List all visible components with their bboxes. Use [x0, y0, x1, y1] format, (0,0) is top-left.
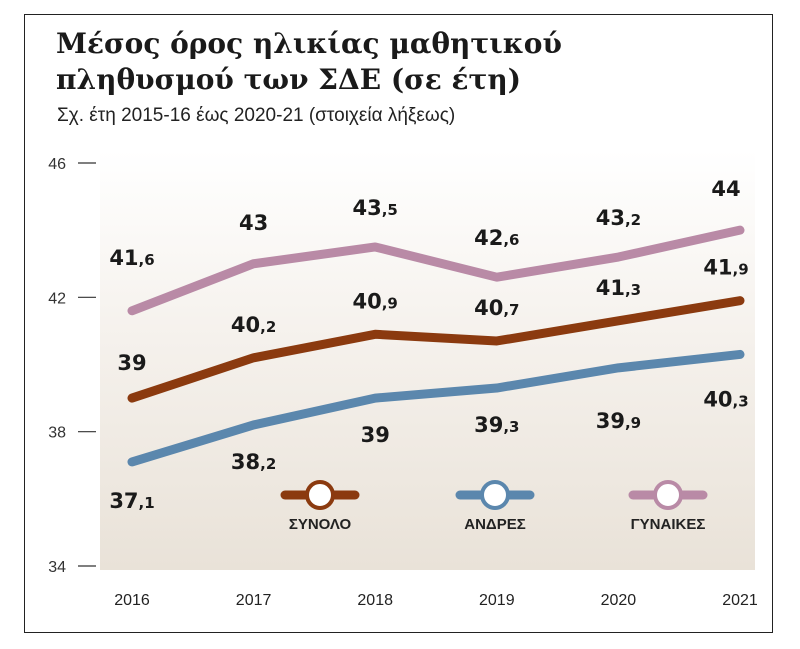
data-label: 38,2 — [231, 450, 276, 474]
data-label: 39 — [117, 351, 146, 375]
data-label: 37,1 — [109, 489, 154, 513]
data-label: 43,2 — [596, 206, 641, 230]
data-label: 43,5 — [353, 196, 398, 220]
legend-label-women: ΓΥΝΑΙΚΕΣ — [631, 516, 706, 533]
legend-marker-total — [305, 480, 335, 510]
x-tick-label: 2016 — [114, 592, 150, 609]
data-label: 39 — [361, 423, 390, 447]
data-label: 42,6 — [474, 226, 519, 250]
x-tick-label: 2019 — [479, 592, 515, 609]
legend-marker-women — [653, 480, 683, 510]
data-label: 43 — [239, 211, 268, 235]
y-axis: 34 38 42 46 — [48, 156, 96, 576]
series-line-women — [127, 225, 745, 316]
data-labels: 39 40,2 40,9 40,7 41,3 41,9 37,1 38,2 39 39,3 39,9… — [109, 177, 748, 513]
y-tick-label: 34 — [48, 559, 66, 576]
series-lines — [127, 225, 745, 467]
y-tick-label: 46 — [48, 156, 66, 173]
data-label: 39,9 — [596, 409, 641, 433]
data-label: 40,7 — [474, 296, 519, 320]
x-tick-label: 2021 — [722, 592, 758, 609]
data-label: 41,6 — [109, 246, 154, 270]
data-label: 41,3 — [596, 276, 641, 300]
x-tick-label: 2020 — [601, 592, 637, 609]
y-tick-label: 42 — [48, 290, 66, 307]
data-label: 41,9 — [703, 256, 748, 280]
chart-subtitle: Σχ. έτη 2015-16 έως 2020-21 (στοιχεία λή… — [57, 105, 456, 126]
legend-label-men: ΑΝΔΡΕΣ — [464, 516, 525, 533]
data-label: 44 — [711, 177, 740, 201]
plot-background — [100, 150, 755, 570]
x-tick-label: 2017 — [236, 592, 272, 609]
chart-title: Μέσος όρος ηλικίας μαθητικού πληθυσμού τ… — [56, 27, 562, 96]
x-axis: 2016 2017 2018 2019 2020 2021 — [114, 592, 758, 609]
legend: ΣΥΝΟΛΟ ΑΝΔΡΕΣ ΓΥΝΑΙΚΕΣ — [280, 480, 708, 533]
data-label: 39,3 — [474, 413, 519, 437]
legend-marker-men — [480, 480, 510, 510]
y-tick-label: 38 — [48, 425, 66, 442]
series-line-total — [127, 296, 745, 403]
x-tick-label: 2018 — [357, 592, 393, 609]
data-label: 40,2 — [231, 313, 276, 337]
data-label: 40,3 — [703, 387, 748, 411]
legend-label-total: ΣΥΝΟΛΟ — [289, 516, 352, 533]
data-label: 40,9 — [353, 289, 398, 313]
series-line-men — [127, 349, 745, 467]
